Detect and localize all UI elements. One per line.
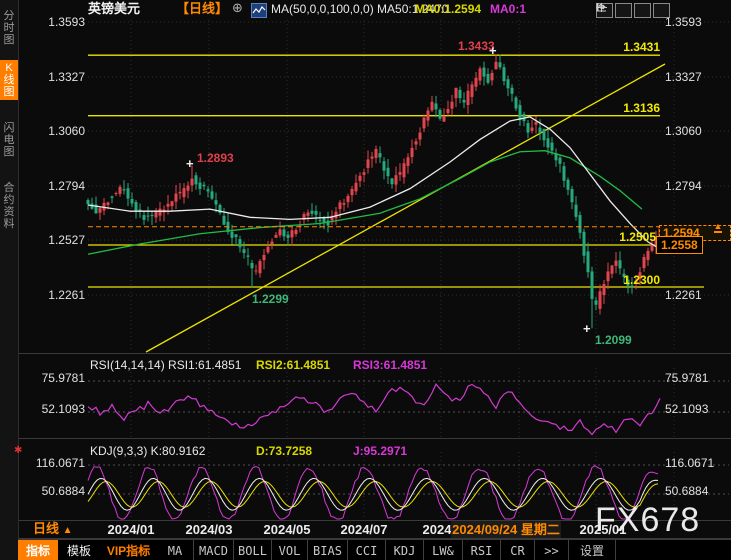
high-marker-cross-icon: + (186, 156, 194, 171)
rsi-axis-lower-right: 52.1093 (665, 402, 709, 416)
toolbar-more-button[interactable]: >> (535, 540, 569, 560)
toolbar-settings-button[interactable]: 设置 (569, 540, 616, 560)
kdj-readout: KDJ(9,3,3) K:80.9162 (90, 444, 206, 458)
rsi-readout: RSI(14,14,14) RSI1:61.4851 (90, 358, 242, 372)
kdj-axis-lower-right: 50.6884 (665, 484, 709, 498)
sidebar-tab-flash[interactable]: 闪电图 (3, 122, 15, 158)
high-marker-cross-icon: + (489, 43, 497, 58)
alert-price-box[interactable]: 1.2558 (656, 236, 703, 254)
price-up-arrow-icon[interactable]: ▲ (713, 221, 723, 233)
sidebar-tab-kline[interactable]: K线图 (0, 60, 18, 100)
price-axis-right: 1.2261 (665, 288, 702, 302)
indicator-toolbar: 指标 模板 VIP指标 MA MACD BOLL VOL BIAS CCI KD… (18, 539, 731, 560)
low-marker-cross-icon: + (583, 321, 591, 336)
date-tick: 2024/05 (263, 522, 311, 537)
price-axis-left: 1.3327 (48, 70, 85, 84)
peak-high-label: 1.3433 (458, 39, 495, 53)
price-axis-left: 1.2261 (48, 288, 85, 302)
swing-low-label: 1.2299 (252, 292, 289, 306)
pane-layout-right-button[interactable] (596, 3, 651, 18)
support-line-label-1[interactable]: 1.2505 (619, 230, 656, 244)
mini-chart-icon[interactable] (251, 3, 267, 18)
rsi-axis-upper-right: 75.9781 (665, 371, 709, 385)
support-line-label-2[interactable]: 1.2300 (623, 273, 660, 287)
toolbar-item-vol[interactable]: VOL (272, 540, 308, 560)
price-axis-right: 1.3327 (665, 70, 702, 84)
sidebar-tab-timeshare[interactable]: 分时图 (3, 10, 15, 46)
toolbar-item-kdj[interactable]: KDJ (386, 540, 424, 560)
crosshair-date-readout: 2024/09/24 星期二 (451, 521, 561, 538)
symbol-title: 英镑美元 (88, 1, 141, 16)
rsi-axis-upper-left: 75.9781 (41, 371, 85, 385)
ma0-value-magenta: MA0:1 (490, 2, 527, 16)
date-tick: 2024 (422, 522, 452, 537)
toolbar-item-cr[interactable]: CR (501, 540, 535, 560)
sidebar: 分时图 K线图 闪电图 合约资料 (0, 0, 19, 560)
toolbar-tab-templates[interactable]: 模板 (66, 544, 91, 558)
date-tick: 2024/01 (107, 522, 155, 537)
price-axis-left: 1.3593 (48, 15, 85, 29)
ma-settings-readout: MA(50,0,0,100,0,0) MA50:1.2470 (271, 2, 449, 16)
kdj-j-readout: J:95.2971 (353, 444, 408, 458)
header-toolbuttons (596, 3, 670, 18)
rsi2-readout: RSI2:61.4851 (256, 358, 331, 372)
toolbar-item-macd[interactable]: MACD (194, 540, 234, 560)
date-tick: 2024/03 (185, 522, 233, 537)
period-tag[interactable]: 【日线】 (176, 1, 229, 16)
swing-high-label: 1.2893 (197, 151, 234, 165)
toolbar-item-cci[interactable]: CCI (348, 540, 386, 560)
toolbar-item-boll[interactable]: BOLL (234, 540, 272, 560)
price-axis-left: 1.3060 (48, 124, 85, 138)
date-tick: 2024/07 (340, 522, 388, 537)
price-axis-right: 1.3060 (665, 124, 702, 138)
toolbar-item-ma[interactable]: MA (157, 540, 194, 560)
toolbar-item-rsi[interactable]: RSI (463, 540, 501, 560)
period-up-icon: ▲ (62, 525, 73, 536)
rsi3-readout: RSI3:61.4851 (353, 358, 428, 372)
price-axis-right: 1.3593 (665, 15, 702, 29)
resistance-line-label-1[interactable]: 1.3431 (623, 40, 660, 54)
period-selector[interactable]: 日线 ▲ (33, 521, 73, 537)
alert-icon[interactable]: ✱ (14, 445, 23, 456)
price-axis-left: 1.2527 (48, 233, 85, 247)
ma0-value-yellow: MA0:1.2594 (415, 2, 482, 16)
date-tick: 2025/01 (579, 522, 627, 537)
major-low-label: 1.2099 (595, 333, 632, 347)
toolbar-tab-vip-indicators[interactable]: VIP指标 (106, 544, 151, 558)
pane-layout-up-button[interactable] (596, 3, 632, 18)
price-axis-right: 1.2794 (665, 179, 702, 193)
toolbar-tab-indicators[interactable]: 指标 (18, 540, 58, 560)
kdj-axis-upper-left: 116.0671 (35, 456, 85, 470)
toolbar-item-lw[interactable]: LW& (424, 540, 463, 560)
kdj-axis-lower-left: 50.6884 (41, 484, 85, 498)
rsi-axis-lower-left: 52.1093 (41, 402, 85, 416)
kdj-d-readout: D:73.7258 (256, 444, 313, 458)
kdj-axis-upper-right: 116.0671 (665, 456, 715, 470)
resistance-line-label-2[interactable]: 1.3136 (623, 101, 660, 115)
pane-export-button[interactable] (597, 3, 670, 18)
sidebar-tab-contract-info[interactable]: 合约资料 (3, 182, 15, 230)
price-axis-left: 1.2794 (48, 179, 85, 193)
add-indicator-icon[interactable]: ⊕ (232, 0, 243, 15)
toolbar-item-bias[interactable]: BIAS (308, 540, 348, 560)
